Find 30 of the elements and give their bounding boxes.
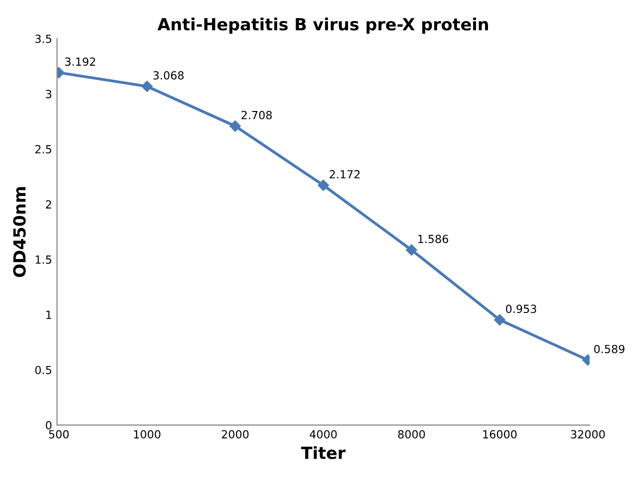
y-tick-label: 1 — [46, 310, 52, 319]
x-tick-label: 8000 — [398, 430, 425, 438]
y-tick-label: 3 — [46, 90, 52, 98]
x-axis-title: Titer — [301, 446, 346, 460]
data-label: 2.172 — [330, 170, 360, 178]
point — [318, 180, 329, 191]
data-label: 0.953 — [506, 304, 536, 314]
data-label: 3.068 — [153, 71, 184, 80]
x-tick-label: 2000 — [222, 430, 249, 438]
point — [406, 244, 418, 256]
y-tick-label: 0.5 — [35, 366, 52, 374]
data-label: 0.589 — [594, 344, 624, 354]
y-axis-title: OD450nm — [13, 187, 26, 278]
data-label: 1.586 — [418, 234, 448, 244]
point — [230, 120, 241, 132]
y-tick-label: 2.5 — [35, 145, 52, 154]
x-tick-label: 500 — [49, 430, 69, 438]
x-tick-label: 4000 — [310, 430, 337, 438]
x-tick-label: 1000 — [134, 430, 160, 438]
point — [494, 314, 506, 326]
y-tick-label: 2 — [46, 200, 52, 208]
point — [141, 80, 153, 92]
y-tick-label: 1.5 — [36, 256, 52, 264]
y-tick-label: 0 — [46, 421, 52, 430]
chart-title: Anti-Hepatitis B virus pre-X protein — [157, 18, 488, 34]
y-tick-label: 3.5 — [35, 34, 52, 44]
data-label: 3.192 — [65, 57, 96, 66]
data-label: 2.708 — [242, 110, 272, 120]
x-tick-label: 32000 — [571, 430, 605, 438]
x-tick-label: 16000 — [483, 430, 517, 438]
